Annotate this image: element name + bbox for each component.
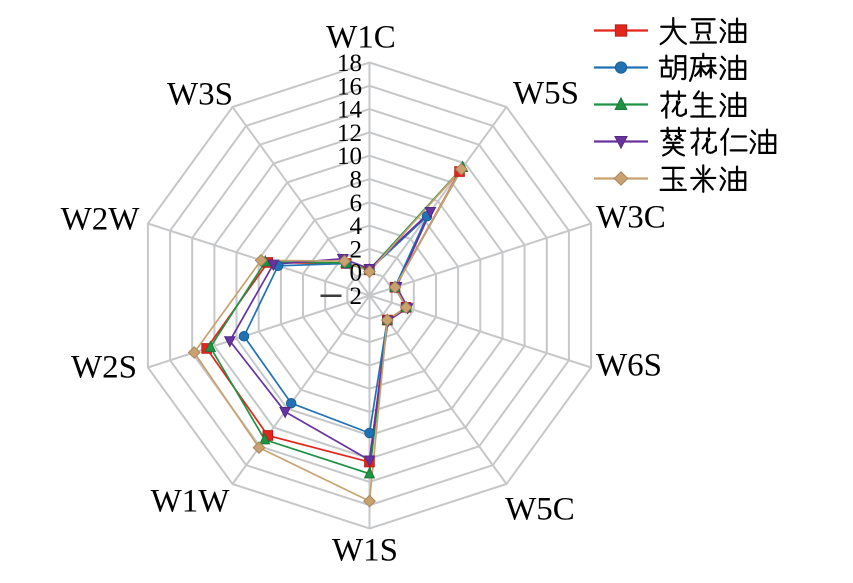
svg-text:W3C: W3C xyxy=(596,200,666,236)
svg-text:W3S: W3S xyxy=(167,77,233,113)
svg-text:12: 12 xyxy=(337,120,362,147)
svg-text:0: 0 xyxy=(350,260,363,287)
svg-text:W5S: W5S xyxy=(513,76,579,112)
svg-text:W1W: W1W xyxy=(151,484,231,520)
svg-text:W2W: W2W xyxy=(61,202,141,238)
svg-text:2: 2 xyxy=(350,283,363,310)
svg-text:6: 6 xyxy=(350,190,363,217)
svg-text:2: 2 xyxy=(350,236,363,263)
svg-text:18: 18 xyxy=(337,50,362,77)
svg-text:8: 8 xyxy=(350,167,363,194)
svg-text:14: 14 xyxy=(337,97,363,124)
svg-text:16: 16 xyxy=(337,73,362,100)
svg-text:10: 10 xyxy=(337,143,362,170)
svg-text:W1C: W1C xyxy=(326,20,396,56)
svg-text:W1S: W1S xyxy=(332,533,398,569)
svg-text:W2S: W2S xyxy=(71,350,137,386)
svg-text:4: 4 xyxy=(350,213,363,240)
svg-text:W6S: W6S xyxy=(596,348,662,384)
svg-text:W5C: W5C xyxy=(505,492,575,528)
